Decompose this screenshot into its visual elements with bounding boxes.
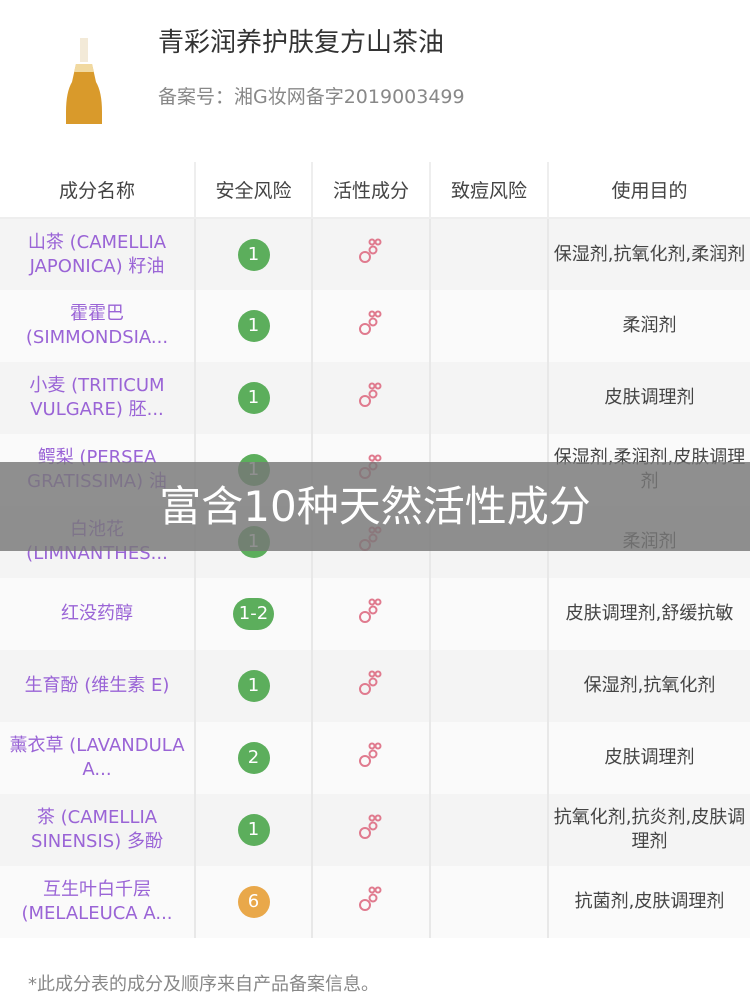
product-title: 青彩润养护肤复方山茶油 [158, 28, 445, 58]
ingredient-name[interactable]: 薰衣草 (LAVANDULA A... [0, 722, 196, 794]
safety-badge: 1 [237, 238, 270, 271]
active-cell [312, 290, 431, 362]
safety-risk-cell: 1-2 [195, 578, 313, 650]
active-cell [312, 578, 431, 650]
purpose-cell: 保湿剂,抗氧化剂,柔润剂 [548, 218, 750, 290]
purpose-cell: 抗菌剂,皮肤调理剂 [548, 866, 750, 938]
table-row[interactable]: 茶 (CAMELLIA SINENSIS) 多酚 1 抗氧化剂,抗炎剂,皮肤调理剂 [0, 794, 750, 866]
acne-risk-cell [430, 362, 549, 434]
column-header: 致痘风险 [430, 162, 549, 219]
ingredient-name[interactable]: 山茶 (CAMELLIA JAPONICA) 籽油 [0, 218, 196, 290]
safety-badge: 1 [237, 310, 270, 342]
ingredient-name[interactable]: 红没药醇 [0, 578, 196, 650]
safety-risk-cell: 1 [195, 218, 313, 290]
ingredient-name[interactable]: 霍霍巴 (SIMMONDSIA... [0, 290, 196, 362]
acne-risk-cell [430, 218, 549, 290]
acne-risk-cell [430, 794, 549, 866]
table-row[interactable]: 红没药醇 1-2 皮肤调理剂,舒缓抗敏 [0, 578, 750, 650]
promo-banner: 富含10种天然活性成分 [0, 462, 750, 551]
active-cell [312, 218, 431, 290]
molecule-icon [358, 670, 384, 701]
safety-badge: 1 [237, 382, 270, 414]
column-header: 安全风险 [195, 162, 313, 219]
ingredient-name[interactable]: 小麦 (TRITICUM VULGARE) 胚... [0, 362, 196, 434]
purpose-cell: 皮肤调理剂,舒缓抗敏 [548, 578, 750, 650]
table-row[interactable]: 薰衣草 (LAVANDULA A... 2 皮肤调理剂 [0, 722, 750, 794]
purpose-cell: 保湿剂,抗氧化剂 [548, 650, 750, 722]
safety-badge: 1-2 [232, 598, 275, 630]
safety-badge: 1 [237, 814, 270, 846]
molecule-icon [358, 382, 384, 413]
safety-risk-cell: 1 [195, 650, 313, 722]
molecule-icon [358, 598, 384, 629]
purpose-cell: 皮肤调理剂 [548, 722, 750, 794]
safety-risk-cell: 2 [195, 722, 313, 794]
table-row[interactable]: 互生叶白千层 (MELALEUCA A... 6 抗菌剂,皮肤调理剂 [0, 866, 750, 938]
acne-risk-cell [430, 578, 549, 650]
purpose-cell: 柔润剂 [548, 290, 750, 362]
acne-risk-cell [430, 722, 549, 794]
product-header: 青彩润养护肤复方山茶油 备案号：湘G妆网备字2019003499 [0, 0, 750, 160]
molecule-icon [358, 886, 384, 917]
molecule-icon [358, 814, 384, 845]
safety-risk-cell: 6 [195, 866, 313, 938]
acne-risk-cell [430, 650, 549, 722]
column-header: 成分名称 [0, 162, 196, 219]
product-bottle-image [66, 38, 102, 124]
purpose-cell: 抗氧化剂,抗炎剂,皮肤调理剂 [548, 794, 750, 866]
table-row[interactable]: 山茶 (CAMELLIA JAPONICA) 籽油 1 保湿剂,抗氧化剂,柔润剂 [0, 218, 750, 290]
safety-risk-cell: 1 [195, 290, 313, 362]
safety-badge: 2 [237, 742, 270, 774]
ingredient-name[interactable]: 茶 (CAMELLIA SINENSIS) 多酚 [0, 794, 196, 866]
active-cell [312, 362, 431, 434]
table-row[interactable]: 小麦 (TRITICUM VULGARE) 胚... 1 皮肤调理剂 [0, 362, 750, 434]
safety-risk-cell: 1 [195, 794, 313, 866]
acne-risk-cell [430, 290, 549, 362]
table-row[interactable]: 霍霍巴 (SIMMONDSIA... 1 柔润剂 [0, 290, 750, 362]
active-cell [312, 650, 431, 722]
ingredient-name[interactable]: 生育酚 (维生素 E) [0, 650, 196, 722]
acne-risk-cell [430, 866, 549, 938]
column-header: 使用目的 [548, 162, 750, 219]
molecule-icon [358, 238, 384, 269]
active-cell [312, 866, 431, 938]
molecule-icon [358, 310, 384, 341]
molecule-icon [358, 742, 384, 773]
active-cell [312, 794, 431, 866]
safety-badge: 1 [237, 670, 270, 702]
ingredient-name[interactable]: 互生叶白千层 (MELALEUCA A... [0, 866, 196, 938]
column-header: 活性成分 [312, 162, 431, 219]
purpose-cell: 皮肤调理剂 [548, 362, 750, 434]
safety-risk-cell: 1 [195, 362, 313, 434]
footnote: *此成分表的成分及顺序来自产品备案信息。 [28, 974, 379, 995]
safety-badge: 6 [237, 886, 270, 918]
active-cell [312, 722, 431, 794]
table-row[interactable]: 生育酚 (维生素 E) 1 保湿剂,抗氧化剂 [0, 650, 750, 722]
registration-number: 备案号：湘G妆网备字2019003499 [158, 86, 465, 108]
